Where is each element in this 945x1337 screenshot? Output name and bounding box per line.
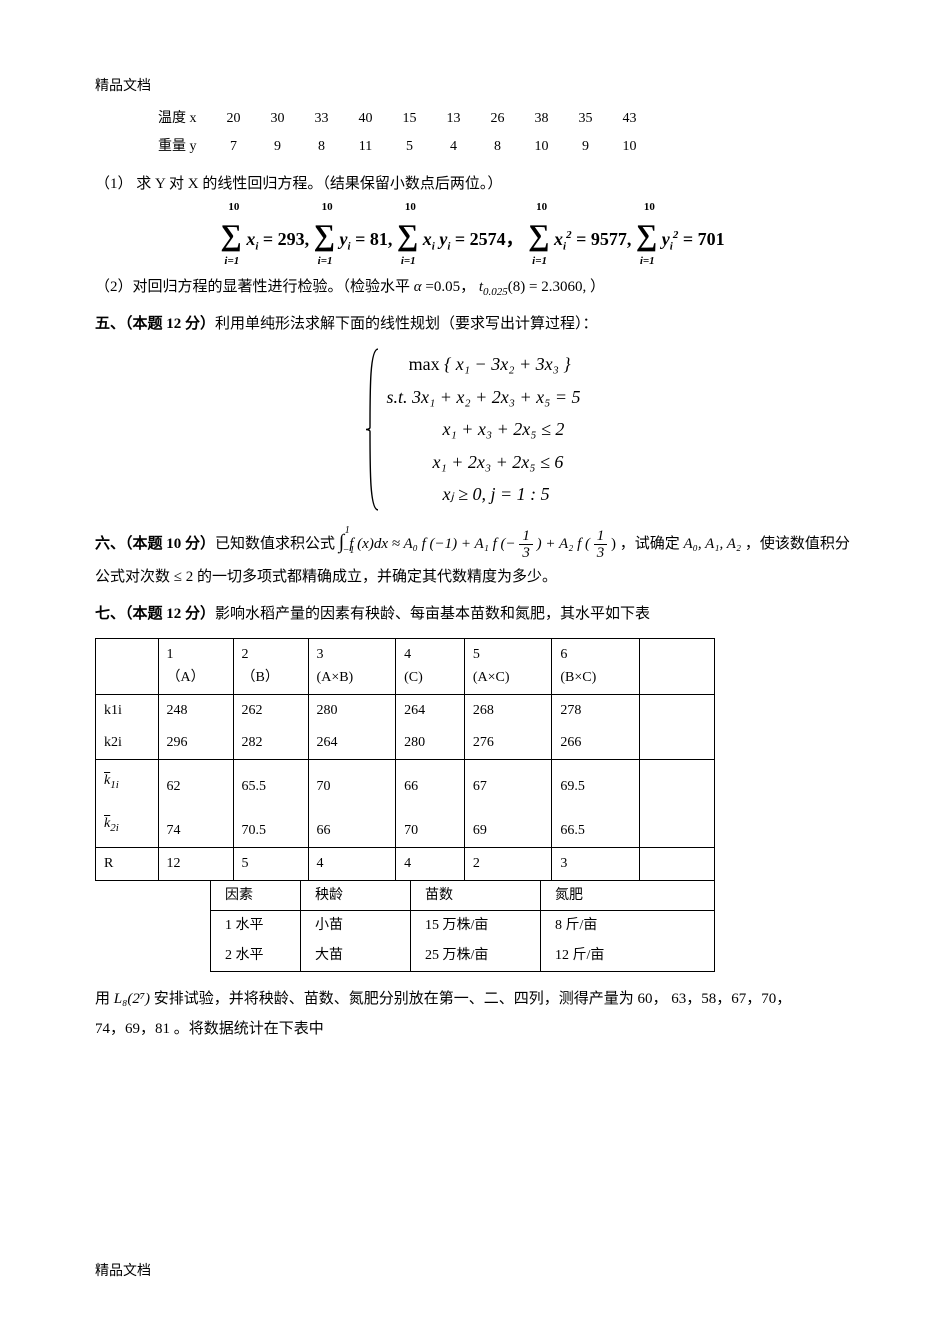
page-header: 精品文档	[95, 75, 850, 99]
temperature-weight-table: 温度 x 20 30 33 40 15 13 26 38 35 43 重量 y …	[143, 105, 652, 161]
linear-program: max { x₁ − 3x₂ + 3x₃ } s.t. 3x₁ + x₂ + 2…	[95, 347, 850, 512]
table-row: 1 水平 小苗 15 万株/亩 8 斤/亩	[211, 911, 715, 941]
table-row: 温度 x 20 30 33 40 15 13 26 38 35 43	[143, 105, 652, 133]
factor-level-table: 因素 秧龄 苗数 氮肥 1 水平 小苗 15 万株/亩 8 斤/亩 2 水平 大…	[210, 880, 715, 972]
question-2: （2）对回归方程的显著性进行检验。（检验水平 α =0.05， t0.025(8…	[95, 275, 850, 302]
orthogonal-result-table: 1 （A） 2 （B） 3 (A×B) 4 (C) 5 (A×C) 6 (B×C…	[95, 638, 715, 881]
section-5: 五、（本题 12 分）利用单纯形法求解下面的线性规划（要求写出计算过程）：	[95, 312, 850, 338]
row-label: 温度 x	[143, 105, 212, 133]
table-row: R 12 5 4 4 2 3	[96, 847, 715, 880]
table-row: 重量 y 7 9 8 11 5 4 8 10 9 10	[143, 133, 652, 161]
table-row: k2i 74 70.5 66 70 69 66.5	[96, 803, 715, 847]
table-row: k1i 62 65.5 70 66 67 69.5	[96, 759, 715, 803]
table-row: 1 （A） 2 （B） 3 (A×B) 4 (C) 5 (A×C) 6 (B×C…	[96, 638, 715, 695]
table-row: k2i 296 282 264 280 276 266	[96, 727, 715, 759]
bottom-paragraph: 用 L₈(2⁷) 安排试验，并将秧龄、苗数、氮肥分别放在第一、二、四列，测得产量…	[95, 984, 850, 1044]
left-brace-icon	[364, 347, 382, 512]
section-6: 六、（本题 10 分）已知数值求积公式 1 ∫ −1 f (x)dx ≈ A₀ …	[95, 522, 850, 592]
summation-formula: 10 ∑ i=1 xi = 293, 10 ∑ i=1 yi = 81, 10 …	[95, 210, 850, 261]
row-label: 重量 y	[143, 133, 212, 161]
question-1: （1） 求 Y 对 X 的线性回归方程。（结果保留小数点后两位。）	[95, 172, 850, 198]
section-7: 七、（本题 12 分）影响水稻产量的因素有秧龄、每亩基本苗数和氮肥，其水平如下表	[95, 602, 850, 628]
page-footer: 精品文档	[95, 1260, 151, 1284]
table-row: 因素 秧龄 苗数 氮肥	[211, 880, 715, 911]
table-row: k1i 248 262 280 264 268 278	[96, 695, 715, 727]
table-row: 2 水平 大苗 25 万株/亩 12 斤/亩	[211, 941, 715, 971]
